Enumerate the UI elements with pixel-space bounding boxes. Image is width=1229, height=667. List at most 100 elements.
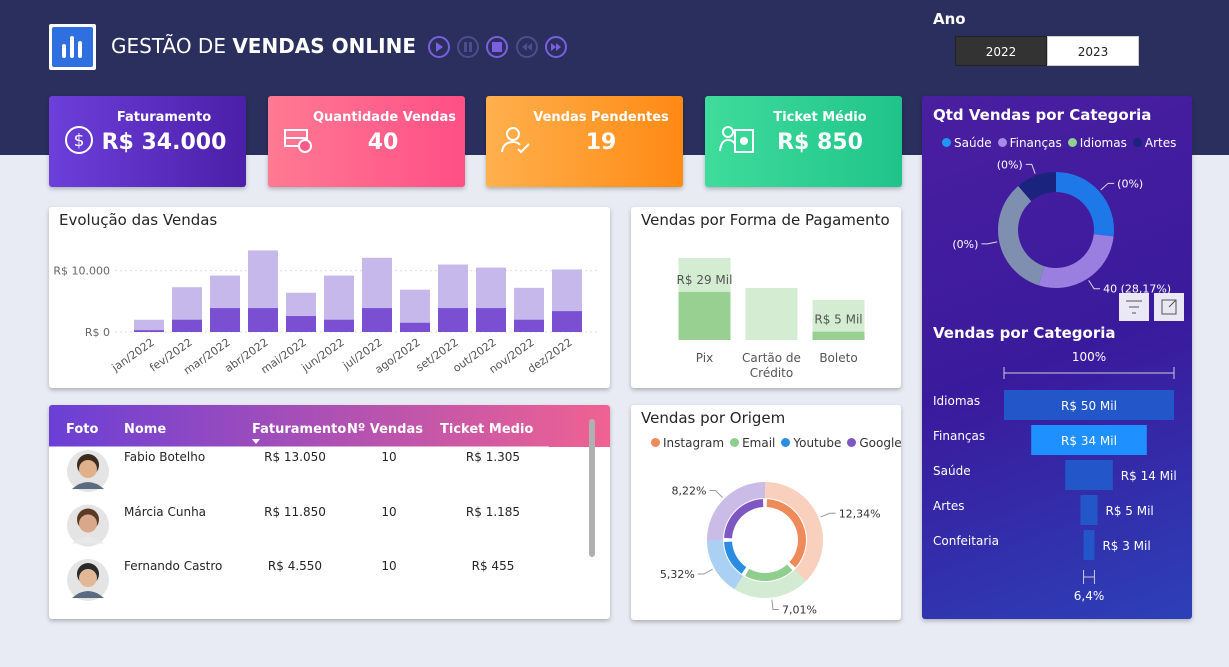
play-button[interactable] — [428, 36, 450, 58]
avatar-body — [72, 536, 104, 544]
bar — [812, 331, 865, 340]
bar — [552, 311, 582, 332]
donut-outer-segment — [765, 482, 823, 582]
payment-chart: R$ 29 Mil R$ 5 Mil — [677, 258, 865, 340]
table-cell: R$ 4.550 — [267, 559, 323, 573]
chart-title: Qtd Vendas por Categoria — [933, 106, 1152, 124]
legend-label: Instagram — [663, 436, 725, 450]
x-tick-label: Pix — [695, 351, 714, 365]
data-label: 40 (28,17%) — [1103, 283, 1171, 296]
funnel-bar — [1083, 530, 1095, 560]
sellers-table: Foto Nome Faturamento Nº Vendas Ticket Medio… — [49, 405, 610, 619]
bracket — [1083, 570, 1095, 584]
table-cell: 10 — [381, 450, 397, 464]
table-cell: R$ 11.850 — [264, 504, 326, 519]
chart-title: Vendas por Origem — [641, 409, 786, 427]
title-bold: VENDAS ONLINE — [232, 34, 416, 58]
filter-button[interactable] — [1119, 293, 1149, 321]
legend-label: Artes — [1144, 136, 1177, 150]
category-charts: (0%) 40 (28,17%) (0%) (0%) 100% Idiomas R$ 50 … — [933, 158, 1184, 603]
donut-segment — [1056, 172, 1114, 237]
leader-line — [1100, 182, 1115, 191]
data-label: 5,32% — [660, 568, 695, 581]
table-cell: 10 — [381, 504, 397, 519]
pause-button[interactable] — [457, 36, 479, 58]
kpi-icon — [501, 127, 530, 154]
origin-card: 12,34% 7,01% 5,32% 8,22% Vendas por Origem … — [631, 405, 901, 620]
avatar-body — [72, 591, 104, 598]
avatar-face — [79, 514, 97, 533]
bar — [438, 308, 468, 332]
data-label: 12,34% — [839, 507, 881, 520]
x-tick-label: jun/2022 — [299, 336, 347, 375]
leader-line — [771, 599, 780, 611]
year-option[interactable]: 2023 — [1047, 36, 1139, 66]
legend-swatch — [781, 438, 791, 447]
data-label: 8,22% — [672, 484, 707, 497]
category-label: Saúde — [933, 464, 971, 478]
data-label: (0%) — [997, 158, 1023, 171]
bar — [324, 319, 354, 332]
legend-swatch — [1067, 138, 1077, 147]
bar — [286, 316, 316, 332]
avatar-body — [72, 482, 104, 489]
kpi-icon — [719, 126, 754, 153]
funnel-bar — [1080, 495, 1098, 525]
table-header — [49, 405, 610, 447]
bar — [678, 291, 731, 340]
next-button[interactable] — [545, 36, 567, 58]
legend-swatch — [847, 438, 857, 447]
table-graphics — [49, 419, 595, 601]
legend-label: Email — [742, 436, 776, 450]
bar — [134, 330, 164, 332]
legend-item: Email — [730, 436, 775, 450]
legend-item: Google — [847, 436, 901, 450]
dashboard-title: GESTÃO DE VENDAS ONLINE — [111, 34, 416, 58]
legend-swatch — [1132, 138, 1142, 147]
avatar-face — [79, 569, 97, 587]
sales-evolution-card: R$ 0 R$ 10.000 jan/2022 fev/2022 mar/2022 abr… — [49, 207, 610, 388]
column-header: Nome — [124, 422, 167, 437]
table-cell: R$ 455 — [471, 559, 515, 573]
bracket — [1003, 367, 1175, 379]
focus-button[interactable] — [1154, 293, 1184, 321]
stop-button[interactable] — [486, 36, 508, 58]
bar — [134, 319, 164, 332]
kpi-icon — [284, 129, 312, 153]
table-cell: R$ 1.185 — [465, 504, 521, 519]
y-tick-label: R$ 0 — [85, 326, 110, 339]
svg-text:$: $ — [74, 131, 85, 151]
kpi-value: 19 — [585, 130, 617, 155]
donut-segment — [1038, 234, 1114, 288]
chart-title: Vendas por Categoria — [933, 324, 1116, 342]
legend-item: Artes — [1132, 136, 1177, 150]
legend-swatch — [997, 138, 1007, 147]
data-label: R$ 14 Mil — [1121, 469, 1177, 483]
scrollbar[interactable] — [589, 419, 595, 557]
annotation: 100% — [1072, 350, 1106, 364]
playback-controls — [428, 36, 567, 58]
donut-segment — [1018, 172, 1056, 202]
leader-line — [820, 512, 836, 518]
kpi-card: $ Faturamento R$ 34.000 — [49, 96, 246, 187]
legend-item: Youtube — [781, 436, 841, 450]
previous-button[interactable] — [516, 36, 538, 58]
data-label: (0%) — [1117, 177, 1143, 190]
data-label: R$ 50 Mil — [1061, 399, 1117, 413]
data-label: 7,01% — [782, 604, 817, 617]
data-label: R$ 5 Mil — [814, 313, 862, 327]
kpi-label: Vendas Pendentes — [533, 110, 669, 125]
origin-chart: 12,34% 7,01% 5,32% 8,22% — [660, 482, 881, 617]
legend-swatch — [942, 138, 951, 147]
table-cell: R$ 1.305 — [465, 450, 521, 464]
column-header: Faturamento — [252, 422, 347, 437]
seller-name: Márcia Cunha — [124, 504, 207, 519]
avatar-face — [79, 460, 97, 478]
data-label: R$ 34 Mil — [1061, 434, 1117, 448]
bar — [362, 308, 392, 332]
bar — [248, 308, 278, 332]
year-option[interactable]: 2022 — [955, 36, 1047, 66]
legend-swatch — [730, 438, 740, 447]
table-cell: R$ 13.050 — [264, 450, 326, 464]
legend: Instagram Email Youtube Google — [651, 436, 901, 450]
